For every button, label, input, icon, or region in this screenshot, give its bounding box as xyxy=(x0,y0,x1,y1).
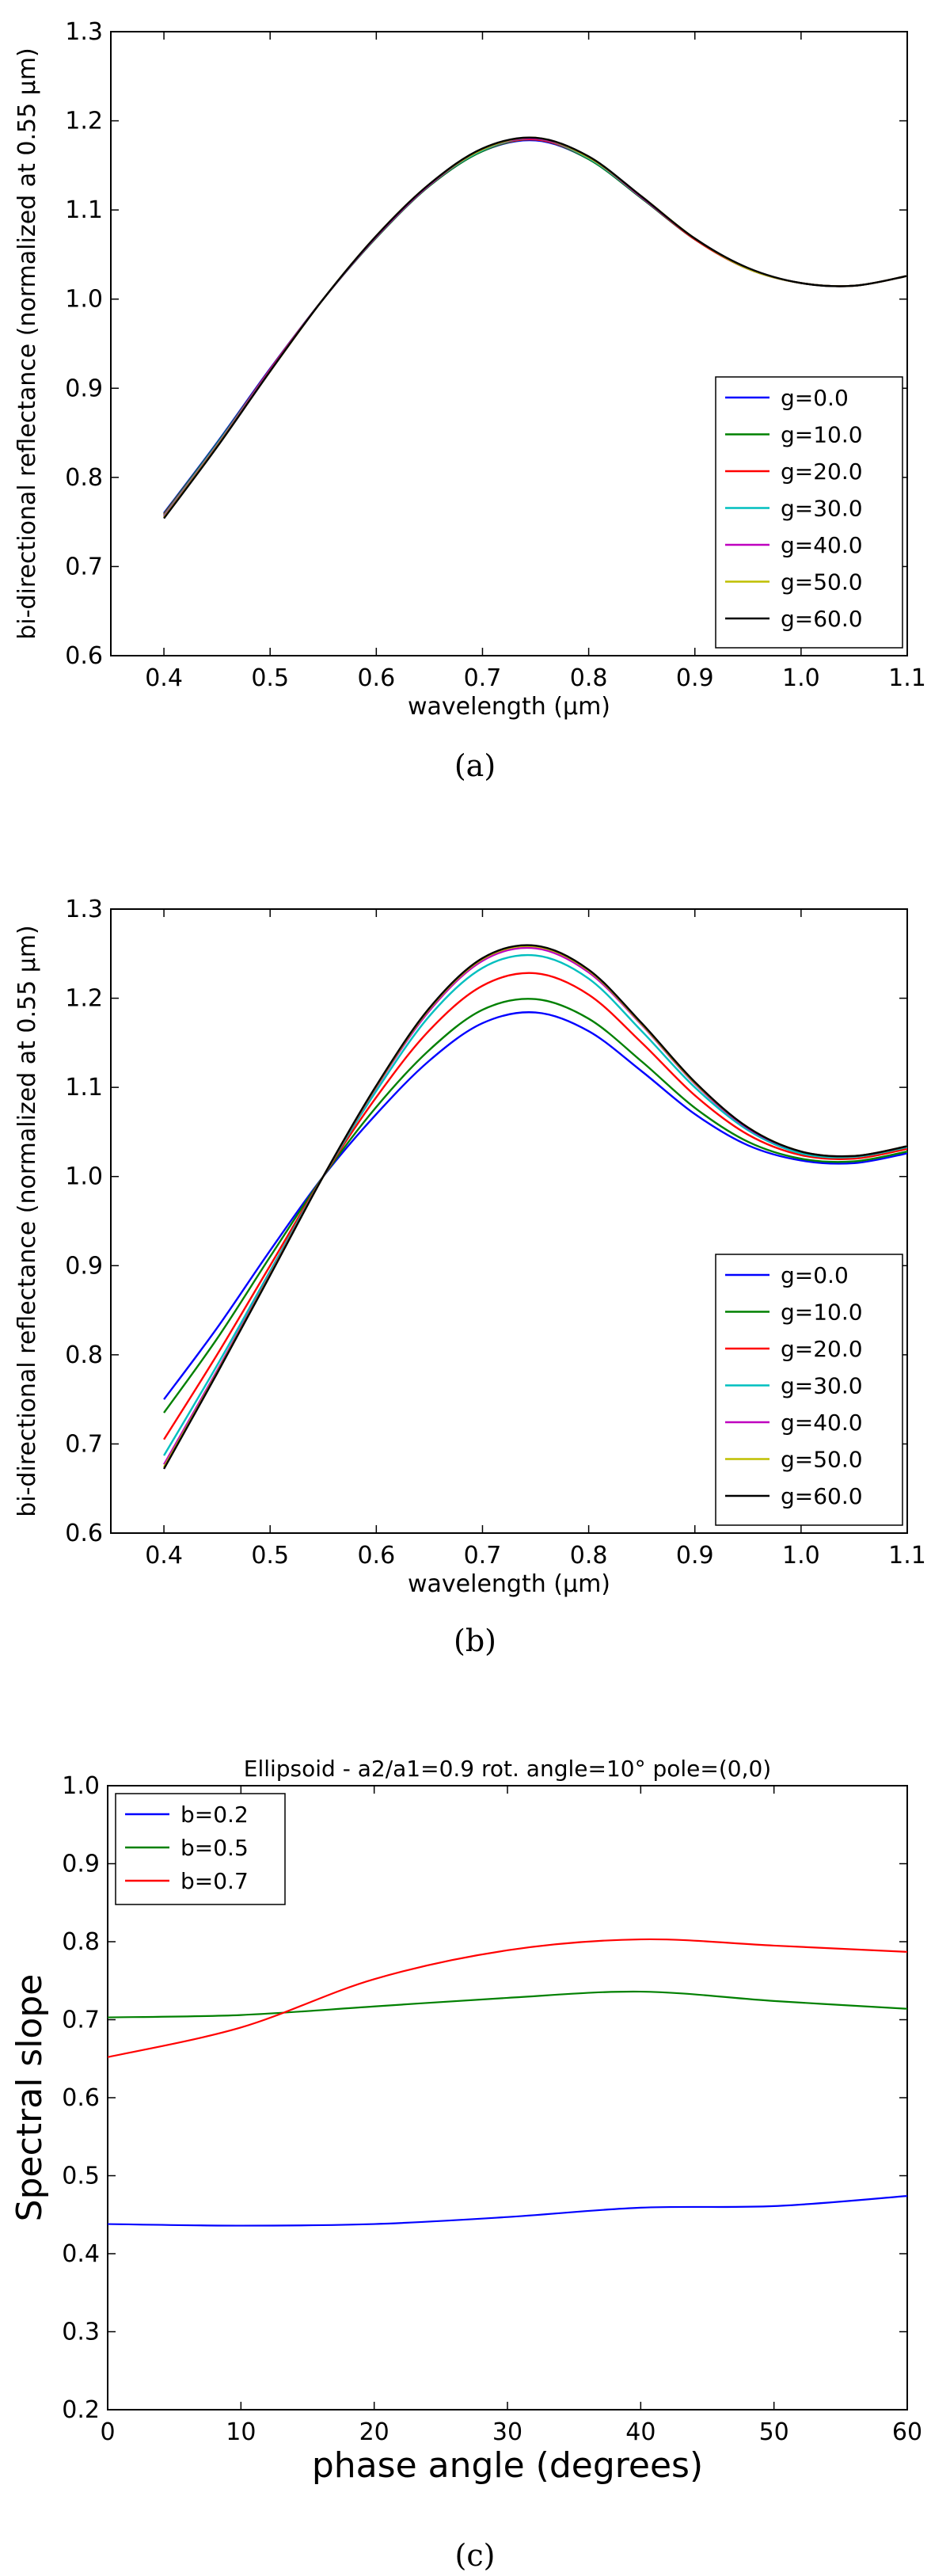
y-tick-label: 1.0 xyxy=(65,1163,103,1191)
legend-label: g=30.0 xyxy=(781,1373,863,1399)
x-tick-label: 1.1 xyxy=(888,664,926,692)
series-line xyxy=(108,1938,907,2058)
series-line xyxy=(163,972,907,1440)
x-tick-label: 0.6 xyxy=(357,664,395,692)
legend-label: g=10.0 xyxy=(781,1299,863,1326)
series-line xyxy=(163,136,907,519)
chart-b: 0.4 0.5 0.6 0.7 0.8 0.9 1.0 1.1 0.6 0.7 0.8 0.9 1.0 1… xyxy=(13,896,926,1658)
legend-label: g=60.0 xyxy=(781,1483,863,1509)
series-line xyxy=(163,1011,907,1400)
legend-label: g=40.0 xyxy=(781,1410,863,1436)
y-tick-label: 1.1 xyxy=(65,1074,103,1102)
legend-label: g=20.0 xyxy=(781,459,863,485)
legend-label: b=0.7 xyxy=(180,1868,249,1894)
series-group xyxy=(163,944,907,1470)
y-tick-label: 0.6 xyxy=(62,2084,100,2112)
figure-caption: (a) xyxy=(454,748,496,783)
legend-box xyxy=(715,376,903,649)
series-group xyxy=(163,136,907,519)
x-tick-label: 0.9 xyxy=(676,1542,714,1570)
x-tick-label: 0.9 xyxy=(676,664,714,692)
x-tick-label: 0.7 xyxy=(464,1542,502,1570)
y-tick-label: 0.3 xyxy=(62,2319,100,2346)
x-tick-label: 0.6 xyxy=(357,1542,395,1570)
legend-label: b=0.5 xyxy=(180,1835,249,1861)
x-tick-label: 1.1 xyxy=(888,1542,926,1570)
series-line xyxy=(108,1990,907,2019)
legend-label: g=0.0 xyxy=(781,1262,849,1288)
legend-box xyxy=(115,1793,286,1905)
x-tick-label: 40 xyxy=(625,2418,656,2446)
y-tick-label: 0.6 xyxy=(65,642,103,670)
x-tick-label: 10 xyxy=(226,2418,256,2446)
y-tick-label: 0.8 xyxy=(65,464,103,492)
x-tick-label: 0.8 xyxy=(570,664,608,692)
x-tick-label: 0.4 xyxy=(145,664,183,692)
series-line xyxy=(163,953,907,1456)
y-tick-label: 0.9 xyxy=(65,1252,103,1280)
y-tick-label: 1.2 xyxy=(65,108,103,135)
y-tick-label: 1.3 xyxy=(65,896,103,923)
x-tick-label: 60 xyxy=(892,2418,922,2446)
y-axis-title: bi-directional reflectance (normalized a… xyxy=(13,925,41,1517)
legend-label: g=30.0 xyxy=(781,496,863,522)
x-tick-label: 0.8 xyxy=(570,1542,608,1570)
y-tick-label: 0.8 xyxy=(62,1928,100,1956)
y-tick-label: 0.7 xyxy=(62,2007,100,2034)
chart-c: 0 10 20 30 40 50 60 0.2 0.3 0.4 0.5 0.6 0.7 0.8 0.9 1.0… xyxy=(10,1756,922,2573)
x-axis-title: phase angle (degrees) xyxy=(312,2445,703,2486)
x-axis-title: wavelength (μm) xyxy=(408,1570,610,1598)
x-tick-label: 0.5 xyxy=(251,1542,289,1570)
figure-caption: (b) xyxy=(454,1623,496,1658)
y-tick-label: 1.0 xyxy=(65,286,103,314)
chart-a: 0.4 0.5 0.6 0.7 0.8 0.9 1.0 1.1 0.6 0.7 0.8 0.9 1.0 1… xyxy=(13,18,926,783)
y-tick-label: 0.7 xyxy=(65,553,103,580)
x-tick-label: 1.0 xyxy=(782,1542,820,1570)
legend-label: g=60.0 xyxy=(781,606,863,632)
figure-caption: (c) xyxy=(455,2538,496,2573)
legend-label: g=20.0 xyxy=(781,1336,863,1362)
y-tick-label: 0.5 xyxy=(62,2163,100,2190)
x-tick-label: 20 xyxy=(359,2418,390,2446)
legend-label: g=50.0 xyxy=(781,1447,863,1473)
y-tick-label: 1.0 xyxy=(62,1772,100,1800)
series-group xyxy=(108,1938,907,2227)
series-line xyxy=(163,998,907,1414)
legend-label: g=10.0 xyxy=(781,422,863,448)
y-tick-label: 1.2 xyxy=(65,985,103,1013)
y-tick-label: 0.8 xyxy=(65,1341,103,1369)
x-tick-label: 0.7 xyxy=(464,664,502,692)
y-tick-label: 0.6 xyxy=(65,1520,103,1547)
x-tick-label: 0.4 xyxy=(145,1542,183,1570)
x-tick-label: 50 xyxy=(759,2418,789,2446)
legend-label: g=0.0 xyxy=(781,385,849,411)
legend-label: b=0.2 xyxy=(180,1802,249,1828)
y-tick-label: 0.9 xyxy=(65,375,103,402)
y-axis-title: Spectral slope xyxy=(10,1974,50,2222)
x-tick-label: 30 xyxy=(492,2418,522,2446)
x-tick-label: 1.0 xyxy=(782,664,820,692)
legend-box xyxy=(715,1254,903,1526)
y-tick-label: 0.7 xyxy=(65,1430,103,1458)
x-axis-title: wavelength (μm) xyxy=(408,693,610,721)
y-tick-label: 1.3 xyxy=(65,18,103,46)
legend-label: g=40.0 xyxy=(781,532,863,558)
series-line xyxy=(163,944,907,1470)
y-tick-label: 0.9 xyxy=(62,1851,100,1878)
y-tick-label: 0.2 xyxy=(62,2396,100,2424)
y-axis-title: bi-directional reflectance (normalized a… xyxy=(13,48,41,640)
series-line xyxy=(108,2195,907,2227)
chart-title: Ellipsoid - a2/a1=0.9 rot. angle=10° pol… xyxy=(244,1756,771,1782)
y-tick-label: 0.4 xyxy=(62,2240,100,2268)
legend-label: g=50.0 xyxy=(781,569,863,595)
x-tick-label: 0 xyxy=(100,2418,115,2446)
y-tick-label: 1.1 xyxy=(65,196,103,224)
x-tick-label: 0.5 xyxy=(251,664,289,692)
